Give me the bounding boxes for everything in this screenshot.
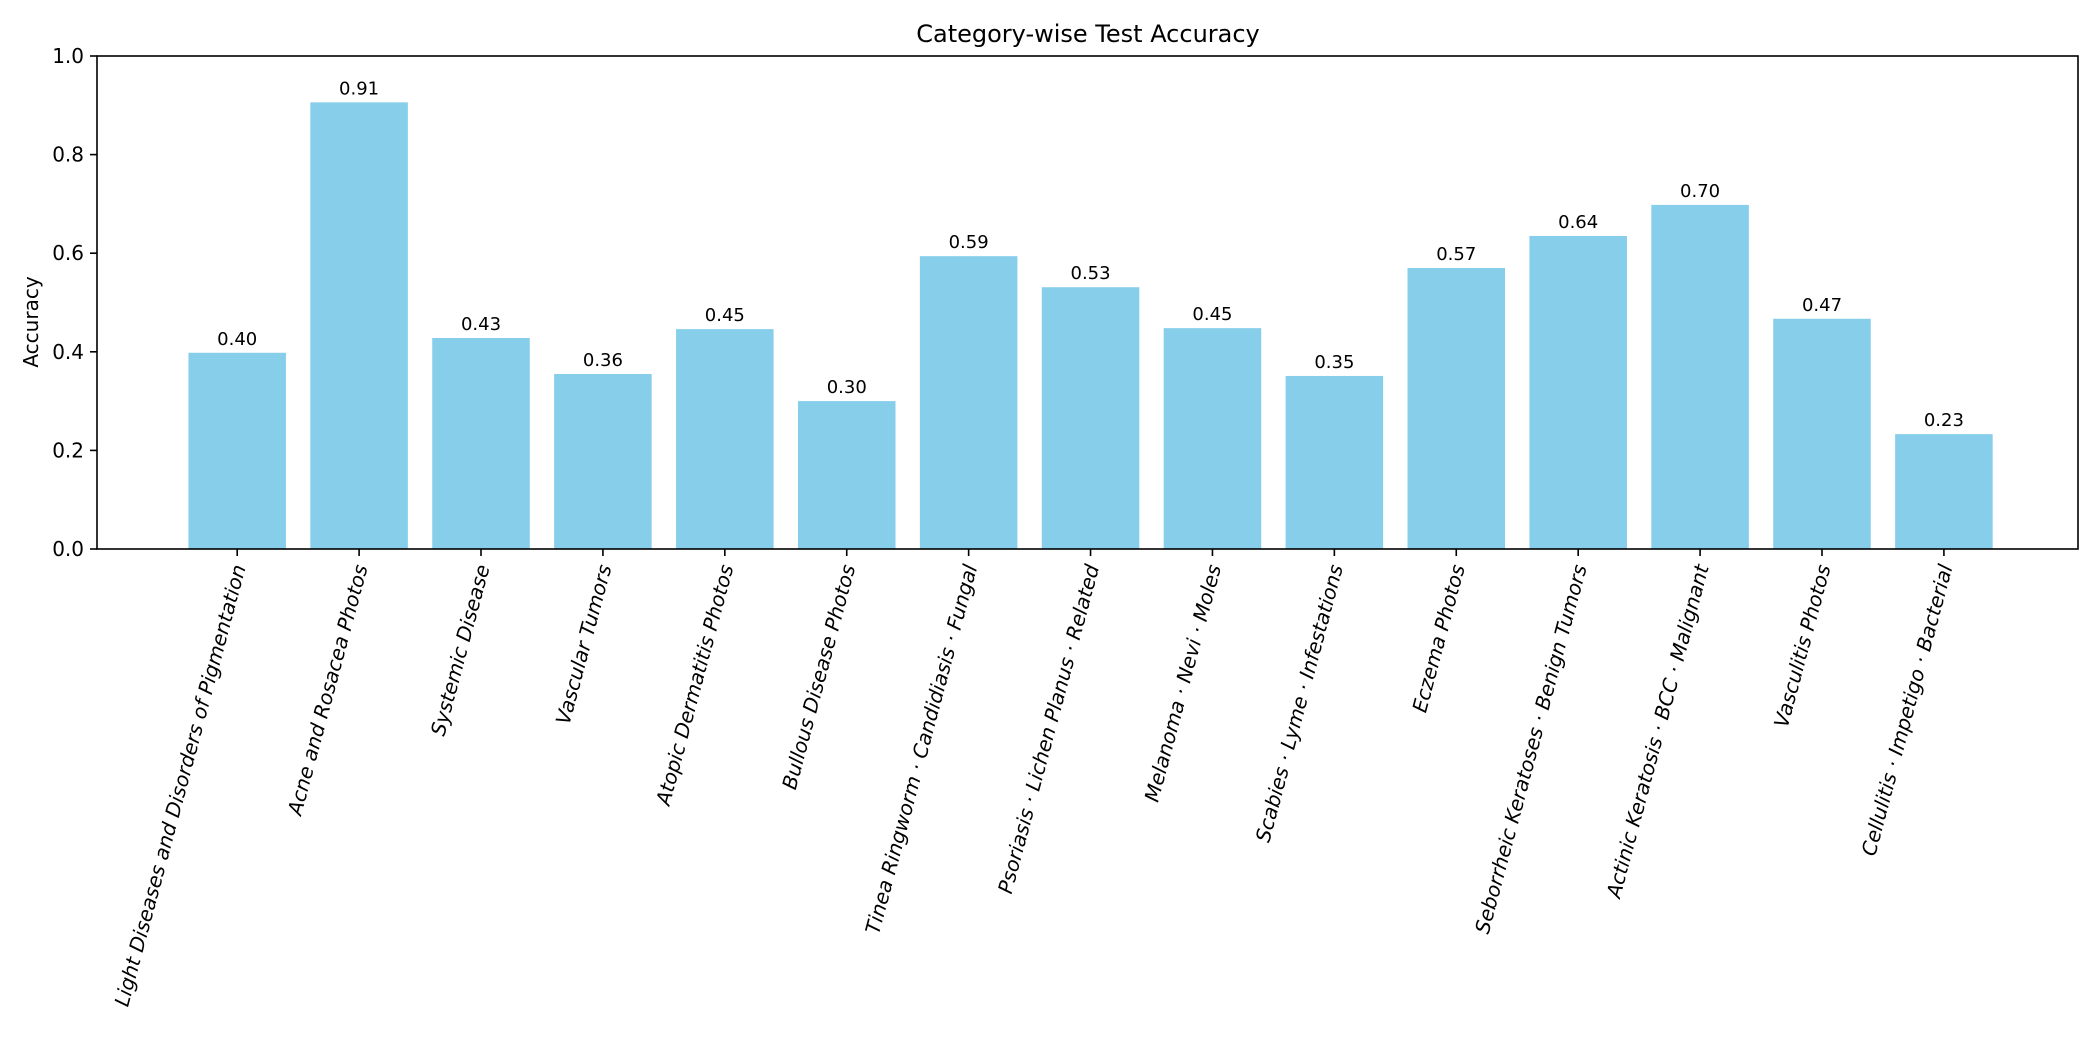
y-tick-label: 1.0 xyxy=(52,44,84,68)
bar xyxy=(1163,328,1262,549)
bar-value-label: 0.40 xyxy=(217,329,257,350)
bar xyxy=(797,401,896,549)
bar-value-label: 0.91 xyxy=(339,78,379,99)
bar xyxy=(188,352,286,549)
bar xyxy=(1285,375,1384,549)
bar xyxy=(554,373,652,549)
y-tick-label: 0.4 xyxy=(52,340,84,364)
bar-value-label: 0.36 xyxy=(583,350,623,371)
y-axis-label: Accuracy xyxy=(19,276,43,367)
bars-group: 0.40 0.91 0.43 0.36 0.45 0.30 0.59 0.53 0.45 0.35… xyxy=(188,78,1993,550)
bar xyxy=(310,102,408,549)
bar-value-label: 0.57 xyxy=(1436,244,1476,265)
chart-title: Category-wise Test Accuracy xyxy=(916,20,1260,48)
bar xyxy=(1895,434,1993,549)
bar xyxy=(919,256,1018,549)
bar-value-label: 0.59 xyxy=(949,232,989,253)
bar xyxy=(1651,204,1749,550)
y-tick-label: 0.0 xyxy=(52,537,84,561)
bar-value-label: 0.64 xyxy=(1558,212,1598,233)
bar-value-label: 0.30 xyxy=(827,377,867,398)
plot-frame xyxy=(96,55,2079,550)
bar xyxy=(676,329,774,549)
bar-value-label: 0.70 xyxy=(1680,181,1720,202)
bar xyxy=(1529,235,1627,549)
y-tick-label: 0.2 xyxy=(52,438,84,462)
bar xyxy=(1407,267,1506,549)
bar-value-label: 0.45 xyxy=(705,305,745,326)
bar xyxy=(1773,318,1871,549)
y-tick-label: 0.8 xyxy=(52,143,84,167)
bar-value-label: 0.23 xyxy=(1924,410,1964,431)
bar xyxy=(1041,287,1140,549)
bar xyxy=(432,337,530,549)
bar-value-label: 0.47 xyxy=(1802,295,1842,316)
y-tick-label: 0.6 xyxy=(52,241,84,265)
bar-value-label: 0.45 xyxy=(1192,304,1232,325)
bar-value-label: 0.53 xyxy=(1071,263,1111,284)
bar-value-label: 0.43 xyxy=(461,314,501,335)
bar-value-label: 0.35 xyxy=(1314,352,1354,373)
y-axis-ticks: 0.0 0.2 0.4 0.6 0.8 1.0 xyxy=(52,44,97,561)
